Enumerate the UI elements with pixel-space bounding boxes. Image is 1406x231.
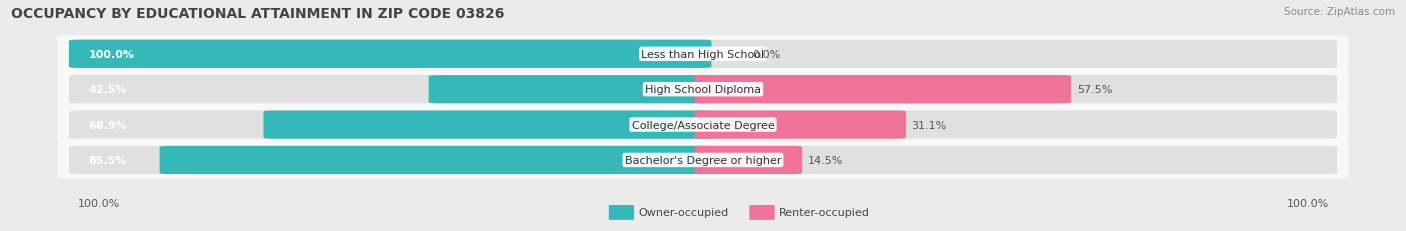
FancyBboxPatch shape [69, 146, 1337, 174]
Text: 0.0%: 0.0% [752, 50, 780, 60]
FancyBboxPatch shape [58, 142, 1348, 179]
FancyBboxPatch shape [429, 76, 711, 104]
Text: 100.0%: 100.0% [1286, 198, 1329, 208]
Text: 31.1%: 31.1% [911, 120, 946, 130]
Text: College/Associate Degree: College/Associate Degree [631, 120, 775, 130]
FancyBboxPatch shape [58, 72, 1348, 108]
Text: 100.0%: 100.0% [77, 198, 120, 208]
FancyBboxPatch shape [695, 146, 803, 174]
Text: 42.5%: 42.5% [89, 85, 127, 95]
FancyBboxPatch shape [263, 111, 711, 139]
Text: Source: ZipAtlas.com: Source: ZipAtlas.com [1284, 7, 1395, 17]
Text: Less than High School: Less than High School [641, 50, 765, 60]
FancyBboxPatch shape [69, 40, 1337, 69]
Text: High School Diploma: High School Diploma [645, 85, 761, 95]
FancyBboxPatch shape [58, 107, 1348, 143]
Text: 100.0%: 100.0% [89, 50, 135, 60]
FancyBboxPatch shape [69, 76, 1337, 104]
FancyBboxPatch shape [69, 111, 1337, 139]
FancyBboxPatch shape [749, 205, 775, 220]
Text: Owner-occupied: Owner-occupied [638, 207, 728, 218]
FancyBboxPatch shape [695, 76, 1071, 104]
Text: Bachelor's Degree or higher: Bachelor's Degree or higher [624, 155, 782, 165]
FancyBboxPatch shape [58, 36, 1348, 73]
Text: 57.5%: 57.5% [1077, 85, 1112, 95]
Text: 14.5%: 14.5% [808, 155, 844, 165]
Text: OCCUPANCY BY EDUCATIONAL ATTAINMENT IN ZIP CODE 03826: OCCUPANCY BY EDUCATIONAL ATTAINMENT IN Z… [11, 7, 505, 21]
Text: 68.9%: 68.9% [89, 120, 128, 130]
FancyBboxPatch shape [160, 146, 711, 174]
FancyBboxPatch shape [609, 205, 634, 220]
Text: 85.5%: 85.5% [89, 155, 127, 165]
Text: Renter-occupied: Renter-occupied [779, 207, 870, 218]
FancyBboxPatch shape [695, 111, 905, 139]
FancyBboxPatch shape [69, 40, 711, 69]
